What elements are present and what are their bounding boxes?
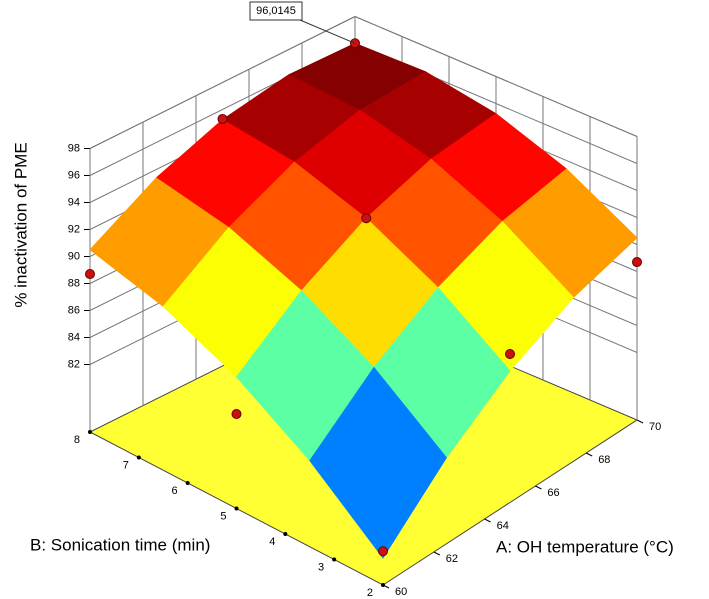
annotation-leader — [299, 19, 356, 44]
z-tick-label: 88 — [68, 277, 80, 289]
x-tick-label: 70 — [649, 421, 661, 433]
tick-mark — [136, 455, 141, 460]
tick-mark — [484, 518, 491, 523]
tick-mark — [636, 419, 644, 424]
y-tick-label: 6 — [172, 485, 178, 497]
z-tick-label: 86 — [68, 304, 80, 316]
y-tick-label: 8 — [74, 434, 80, 446]
y-tick-label: 4 — [269, 536, 275, 548]
annotation: 96,0145 — [256, 5, 296, 17]
z-tick-label: 82 — [68, 358, 80, 370]
tick-mark — [433, 551, 441, 556]
design-point — [505, 349, 515, 359]
tick-mark — [585, 452, 593, 457]
x-tick-label: 62 — [446, 553, 458, 565]
annotation-box — [249, 1, 303, 21]
surface-patch — [309, 366, 447, 559]
tick-mark — [381, 583, 385, 587]
z-tick-label: 90 — [68, 250, 80, 262]
tick-mark — [234, 506, 239, 511]
tick-mark — [535, 485, 542, 490]
y-tick-label: 2 — [367, 587, 373, 599]
x-tick-label: 60 — [395, 586, 407, 598]
x-tick-label: 64 — [497, 520, 509, 532]
x-axis-title: A: OH temperature (°C) — [496, 537, 674, 556]
y-tick-label: 7 — [123, 459, 129, 471]
design-point — [632, 257, 642, 268]
surface — [89, 42, 638, 559]
y-tick-label: 5 — [220, 510, 226, 522]
z-tick-label: 96 — [68, 169, 80, 181]
z-tick-label: 92 — [68, 223, 80, 235]
grid-line — [89, 16, 356, 149]
z-tick-label: 94 — [68, 196, 80, 208]
z-tick-label: 98 — [68, 142, 80, 154]
design-point — [217, 113, 228, 124]
x-tick-label: 68 — [598, 454, 610, 466]
tick-mark — [88, 430, 92, 434]
z-tick-label: 84 — [68, 331, 80, 343]
design-point — [361, 213, 372, 224]
z-axis-title: % inactivation of PME — [11, 142, 30, 307]
design-point — [231, 409, 242, 419]
design-point — [378, 546, 388, 557]
tick-mark — [332, 557, 337, 562]
y-axis-title: B: Sonication time (min) — [30, 535, 210, 554]
x-tick-label: 66 — [547, 487, 559, 499]
y-tick-label: 3 — [318, 561, 324, 573]
tick-mark — [185, 481, 190, 485]
tick-mark — [283, 532, 288, 536]
design-point — [85, 269, 95, 280]
